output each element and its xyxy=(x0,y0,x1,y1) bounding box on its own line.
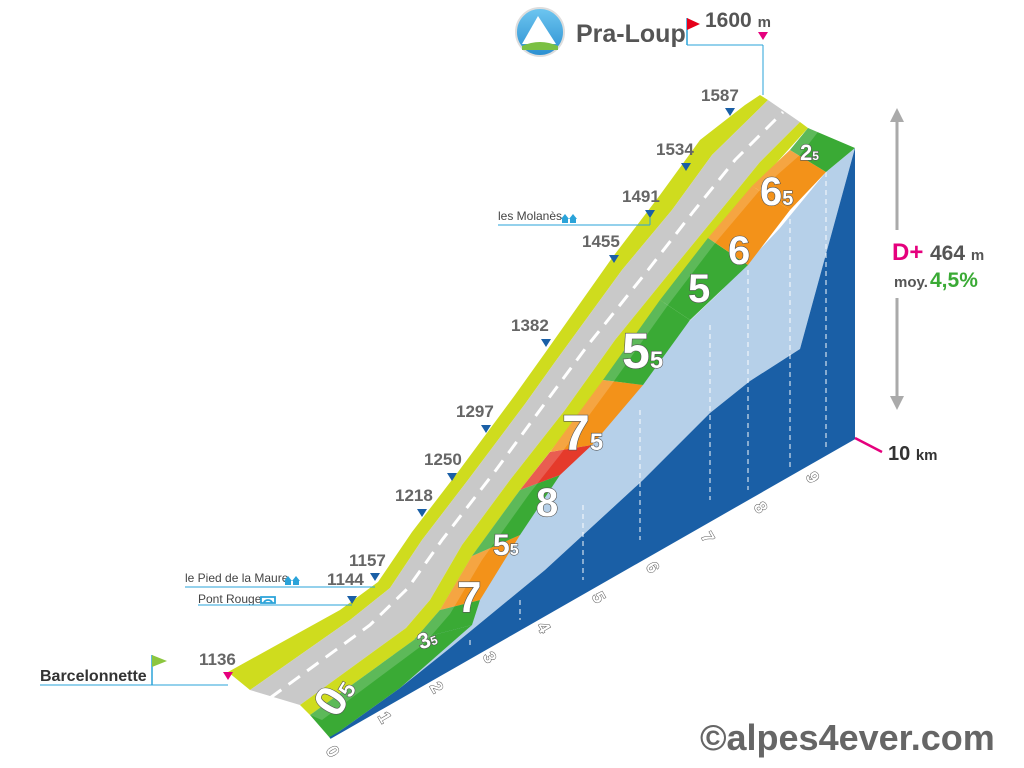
summit-name: Pra-Loup xyxy=(576,20,686,48)
start-altitude: 1136 xyxy=(199,650,236,669)
waypoint-name: les Molanès xyxy=(498,209,562,223)
altitude-label: 1144 xyxy=(327,570,364,589)
km-drop-lines xyxy=(469,172,827,645)
segment-km2 xyxy=(440,535,520,610)
segment-km7 xyxy=(660,238,748,320)
flag-icon xyxy=(687,18,700,30)
altitude-label: 1382 xyxy=(511,316,549,335)
distance-label: 10 km xyxy=(888,443,938,465)
summit-header: Pra-Loup 1600 m xyxy=(515,7,771,95)
altitude-label: 1297 xyxy=(456,402,494,421)
segment-km1 xyxy=(414,600,480,640)
segment-km8 xyxy=(708,186,790,265)
gradient-label: 65 xyxy=(760,170,793,214)
start-point: Barcelonnette 1136 xyxy=(40,650,236,686)
segment-km5 xyxy=(550,380,643,452)
segment-km3 xyxy=(472,475,560,556)
gradient-label: 55 xyxy=(622,323,663,379)
bridge-icon xyxy=(260,596,276,604)
segment-km0 xyxy=(310,625,472,738)
elevation-gain: D+ 464 m moy. 4,5% xyxy=(890,108,984,410)
altitude-markers: 1157 1218 1250 1297 1382 1455 1534 1587 xyxy=(349,86,739,581)
avg-value: 4,5% xyxy=(930,269,978,292)
altitude-label: 1250 xyxy=(424,450,462,469)
base-axis xyxy=(329,437,856,739)
km-label: 9 xyxy=(802,469,823,487)
km-label: 6 xyxy=(642,559,663,577)
segment-km6 xyxy=(603,300,690,385)
gradient-label: 7 xyxy=(457,573,481,622)
km-label: 7 xyxy=(697,529,718,547)
gradient-label: 8 xyxy=(536,481,558,525)
flag-icon xyxy=(152,655,167,667)
d-plus-value: 464 m xyxy=(930,242,984,265)
avg-label: moy. xyxy=(894,274,928,291)
gradient-label: 75 xyxy=(562,405,603,461)
altitude-label: 1534 xyxy=(656,140,694,159)
altitude-label: 1587 xyxy=(701,86,739,105)
profile-side-wall xyxy=(330,148,855,738)
altitude-label: 1491 xyxy=(622,187,660,206)
waypoint-pont-rouge: Pont Rouge xyxy=(198,592,357,606)
house-icon xyxy=(561,214,577,223)
waypoint-name: le Pied de la Maure xyxy=(185,571,289,585)
house-icon xyxy=(284,576,300,585)
distance-tick xyxy=(854,436,883,454)
km-label: 8 xyxy=(750,499,771,517)
km-label: 0 xyxy=(322,743,343,761)
waypoint-name: Pont Rouge xyxy=(198,592,262,606)
copyright: ©alpes4ever.com xyxy=(700,717,995,758)
road-center-line xyxy=(269,110,785,700)
road-inner-edge xyxy=(300,122,808,715)
gradient-label: 55 xyxy=(493,529,519,562)
gradient-label: 6 xyxy=(728,229,750,273)
altitude-label: 1157 xyxy=(349,551,386,570)
waypoint-le-pied-de-la-maure: le Pied de la Maure 1144 xyxy=(185,570,375,589)
d-plus-label: D+ xyxy=(892,239,923,266)
road-edge xyxy=(228,95,768,690)
altitude-label: 1218 xyxy=(395,486,433,505)
segment-km10 xyxy=(790,128,855,172)
start-name: Barcelonnette xyxy=(40,668,147,685)
segment-km9 xyxy=(752,150,826,210)
gradient-label: 5 xyxy=(688,267,710,311)
segment-km4 xyxy=(520,445,592,490)
km-label: 5 xyxy=(588,589,609,607)
waypoint-les-molanes: les Molanès 1491 xyxy=(498,187,660,226)
gradient-band xyxy=(310,128,855,738)
gradient-label: 25 xyxy=(800,140,819,165)
summit-altitude: 1600 m xyxy=(705,9,771,32)
altitude-label: 1455 xyxy=(582,232,620,251)
